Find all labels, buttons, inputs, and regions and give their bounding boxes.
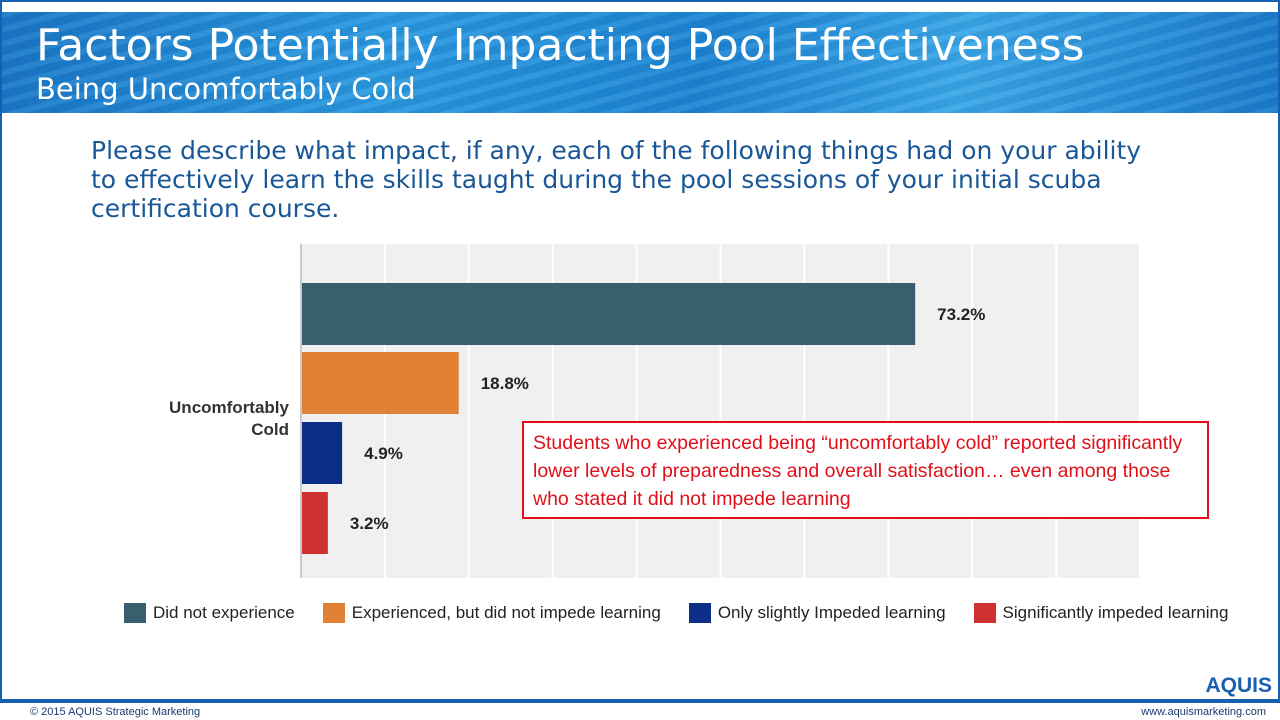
bar xyxy=(302,283,916,345)
legend-label: Significantly impeded learning xyxy=(1002,603,1229,622)
survey-question: Please describe what impact, if any, eac… xyxy=(91,136,1142,223)
category-label: Uncomfortably Cold xyxy=(169,398,290,439)
header-banner xyxy=(2,12,1278,113)
legend-swatch xyxy=(973,603,996,623)
legend-label: Only slightly Impeded learning xyxy=(717,603,946,622)
callout-box: Students who experienced being “uncomfor… xyxy=(522,421,1209,519)
legend-item: Did not experience xyxy=(124,603,295,623)
legend-item: Significantly impeded learning xyxy=(973,603,1229,623)
legend-swatch xyxy=(124,603,146,623)
chart-legend: Did not experience Experienced, but did … xyxy=(124,603,1256,623)
aquis-logo: AQUIS xyxy=(1205,674,1272,697)
legend-item: Only slightly Impeded learning xyxy=(688,603,946,623)
bar xyxy=(302,352,459,414)
bar xyxy=(302,422,343,484)
legend-swatch xyxy=(688,603,711,623)
data-label: 4.9% xyxy=(364,444,403,463)
legend-swatch xyxy=(322,603,345,623)
slide-title: Factors Potentially Impacting Pool Effec… xyxy=(36,20,1085,71)
copyright: © 2015 AQUIS Strategic Marketing xyxy=(30,706,201,718)
legend-label: Experienced, but did not impede learning xyxy=(351,603,661,622)
slide-frame xyxy=(0,0,1280,703)
website-url: www.aquismarketing.com xyxy=(1141,706,1266,718)
bar xyxy=(302,492,328,554)
legend-label: Did not experience xyxy=(153,603,295,622)
data-label: 18.8% xyxy=(481,374,529,393)
data-label: 3.2% xyxy=(350,514,389,533)
data-label: 73.2% xyxy=(937,305,985,324)
legend-item: Experienced, but did not impede learning xyxy=(322,603,661,623)
bar-chart: 73.2% 18.8% 4.9% 3.2% Uncomfortably Cold xyxy=(169,244,1141,578)
slide-subtitle: Being Uncomfortably Cold xyxy=(36,72,416,106)
